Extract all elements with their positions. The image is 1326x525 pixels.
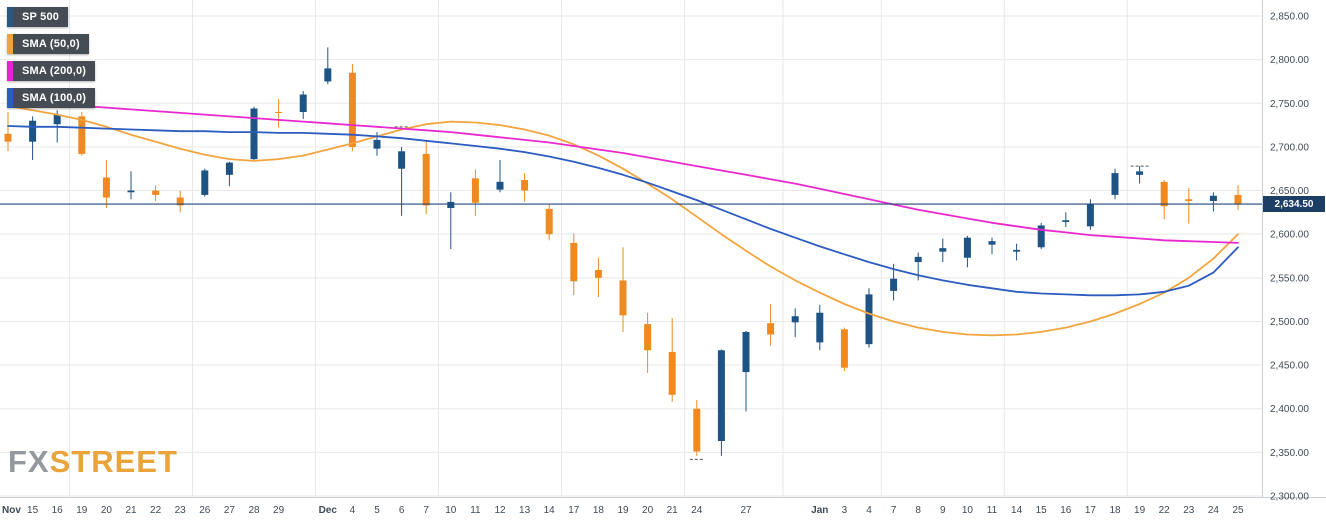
svg-text:10: 10 bbox=[445, 505, 457, 516]
sma-100-line bbox=[7, 125, 1239, 297]
svg-text:Jan: Jan bbox=[811, 505, 828, 516]
legend-badge-sma200[interactable]: SMA (200,0) bbox=[7, 61, 96, 81]
svg-text:19: 19 bbox=[1134, 505, 1146, 516]
sp500-color-chip bbox=[7, 7, 13, 27]
svg-text:2,350.00: 2,350.00 bbox=[1270, 448, 1309, 459]
svg-text:25: 25 bbox=[1232, 505, 1244, 516]
svg-text:7: 7 bbox=[891, 505, 897, 516]
svg-text:2,600.00: 2,600.00 bbox=[1270, 230, 1309, 241]
svg-text:16: 16 bbox=[52, 505, 64, 516]
sma-50-line bbox=[7, 105, 1239, 337]
sma200-color-chip bbox=[7, 61, 13, 81]
svg-text:19: 19 bbox=[76, 505, 88, 516]
svg-text:15: 15 bbox=[1036, 505, 1048, 516]
logo-fx-part: FX bbox=[8, 444, 50, 479]
svg-text:12: 12 bbox=[494, 505, 506, 516]
svg-text:2,700.00: 2,700.00 bbox=[1270, 142, 1309, 153]
svg-text:Dec: Dec bbox=[319, 505, 338, 516]
svg-text:2,450.00: 2,450.00 bbox=[1270, 361, 1309, 372]
svg-text:29: 29 bbox=[273, 505, 285, 516]
svg-text:19: 19 bbox=[617, 505, 629, 516]
svg-text:2,800.00: 2,800.00 bbox=[1270, 55, 1309, 66]
sma50-color-chip bbox=[7, 34, 13, 54]
svg-text:4: 4 bbox=[866, 505, 872, 516]
svg-text:21: 21 bbox=[667, 505, 679, 516]
svg-text:3: 3 bbox=[842, 505, 848, 516]
legend-badge-sp500[interactable]: SP 500 bbox=[7, 7, 69, 27]
svg-text:18: 18 bbox=[593, 505, 605, 516]
svg-text:13: 13 bbox=[519, 505, 531, 516]
svg-text:24: 24 bbox=[691, 505, 703, 516]
x-axis-labels: Nov 15 16 19 20 21 22 23 26 27 28 29 Dec 4 5 6 7 10 11 12 13… bbox=[2, 505, 1244, 516]
legend-label-sma200: SMA (200,0) bbox=[13, 61, 96, 81]
grid bbox=[0, 0, 1262, 497]
svg-text:4: 4 bbox=[350, 505, 356, 516]
svg-text:11: 11 bbox=[470, 505, 481, 516]
legend-label-sma100: SMA (100,0) bbox=[13, 88, 96, 108]
svg-text:14: 14 bbox=[1011, 505, 1023, 516]
svg-text:11: 11 bbox=[987, 505, 998, 516]
svg-text:28: 28 bbox=[248, 505, 260, 516]
legend-label-sp500: SP 500 bbox=[13, 7, 69, 27]
svg-text:2,400.00: 2,400.00 bbox=[1270, 404, 1309, 415]
svg-text:9: 9 bbox=[940, 505, 946, 516]
axis-borders bbox=[0, 0, 1326, 498]
chart-markers bbox=[394, 126, 1149, 460]
svg-text:Nov: Nov bbox=[2, 505, 21, 516]
svg-text:2,300.00: 2,300.00 bbox=[1270, 492, 1309, 503]
legend-label-sma50: SMA (50,0) bbox=[13, 34, 89, 54]
svg-text:18: 18 bbox=[1109, 505, 1121, 516]
svg-text:26: 26 bbox=[199, 505, 211, 516]
legend-badge-sma50[interactable]: SMA (50,0) bbox=[7, 34, 89, 54]
svg-text:24: 24 bbox=[1208, 505, 1220, 516]
svg-text:7: 7 bbox=[423, 505, 429, 516]
candlestick-series bbox=[4, 47, 1242, 456]
svg-text:2,750.00: 2,750.00 bbox=[1270, 99, 1309, 110]
svg-text:17: 17 bbox=[568, 505, 580, 516]
svg-text:27: 27 bbox=[224, 505, 236, 516]
svg-text:2,500.00: 2,500.00 bbox=[1270, 317, 1309, 328]
chart-legend: SP 500 SMA (50,0) SMA (200,0) SMA (100,0… bbox=[7, 7, 96, 108]
svg-text:14: 14 bbox=[544, 505, 556, 516]
svg-text:21: 21 bbox=[125, 505, 137, 516]
svg-text:22: 22 bbox=[1159, 505, 1171, 516]
y-axis-labels: 2,850.00 2,800.00 2,750.00 2,700.00 2,650.00… bbox=[1270, 12, 1309, 503]
fxstreet-logo: FXSTREET bbox=[8, 444, 178, 480]
last-price-badge: 2,634.50 bbox=[1263, 196, 1325, 212]
svg-text:2,550.00: 2,550.00 bbox=[1270, 273, 1309, 284]
sma100-color-chip bbox=[7, 88, 13, 108]
svg-text:16: 16 bbox=[1060, 505, 1072, 516]
svg-text:15: 15 bbox=[27, 505, 39, 516]
svg-text:5: 5 bbox=[374, 505, 380, 516]
svg-text:23: 23 bbox=[175, 505, 187, 516]
svg-text:10: 10 bbox=[962, 505, 974, 516]
svg-text:23: 23 bbox=[1183, 505, 1195, 516]
svg-text:27: 27 bbox=[740, 505, 752, 516]
logo-street-part: STREET bbox=[49, 444, 178, 479]
last-price-text: 2,634.50 bbox=[1274, 198, 1314, 210]
svg-text:20: 20 bbox=[101, 505, 113, 516]
sma-200-line bbox=[7, 99, 1239, 244]
svg-text:2,850.00: 2,850.00 bbox=[1270, 12, 1309, 23]
svg-text:22: 22 bbox=[150, 505, 162, 516]
svg-text:6: 6 bbox=[399, 505, 405, 516]
legend-badge-sma100[interactable]: SMA (100,0) bbox=[7, 88, 96, 108]
svg-text:20: 20 bbox=[642, 505, 654, 516]
svg-text:2,650.00: 2,650.00 bbox=[1270, 186, 1309, 197]
svg-text:17: 17 bbox=[1085, 505, 1097, 516]
svg-text:8: 8 bbox=[915, 505, 921, 516]
